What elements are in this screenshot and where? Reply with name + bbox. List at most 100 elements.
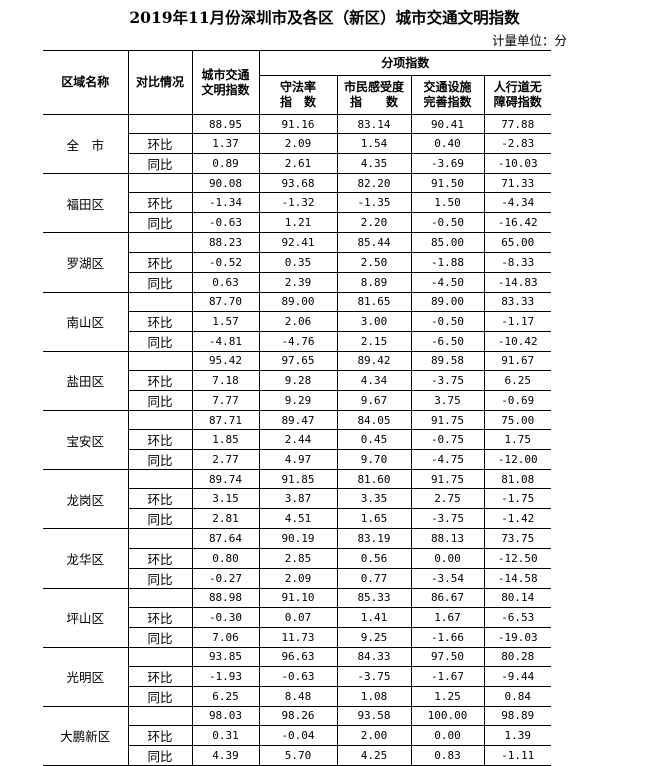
value-cell: 81.60 <box>336 469 412 490</box>
value-cell: -0.04 <box>258 725 338 747</box>
value-cell: 90.41 <box>410 113 485 135</box>
value-cell: 0.89 <box>191 153 260 175</box>
value-cell: 95.42 <box>191 350 260 371</box>
value-cell: -0.30 <box>191 606 260 628</box>
table-row: 环比 1.85 2.44 0.45 -0.75 1.75 <box>43 429 552 451</box>
value-cell: 81.08 <box>483 469 552 490</box>
value-cell: -3.75 <box>410 369 485 391</box>
value-cell: 7.77 <box>191 389 260 411</box>
value-cell: 9.70 <box>336 449 412 471</box>
table-row: 同比 0.63 2.39 8.89 -4.50 -14.83 <box>43 271 552 293</box>
value-cell: 1.25 <box>410 685 485 707</box>
header-region: 区域名称 <box>43 50 129 115</box>
region-name: 全 市 <box>43 113 129 175</box>
value-cell: 1.37 <box>191 133 260 155</box>
value-cell: -0.63 <box>258 665 338 687</box>
comparison-label: 同比 <box>128 212 193 234</box>
table-row: 福田区 90.08 93.68 82.20 91.50 71.33 <box>43 173 552 234</box>
value-cell: 2.75 <box>410 488 485 510</box>
value-cell: 84.05 <box>336 409 412 431</box>
comparison-label: 环比 <box>128 310 193 332</box>
value-cell: -16.42 <box>483 212 552 234</box>
value-cell: 9.29 <box>258 389 338 411</box>
value-cell: 98.03 <box>191 705 260 727</box>
comparison-label: 环比 <box>128 665 193 687</box>
value-cell: -1.75 <box>483 488 552 510</box>
table-row: 同比 0.89 2.61 4.35 -3.69 -10.03 <box>43 153 552 175</box>
header-law-compliance: 守法率指 数 <box>259 75 338 115</box>
value-cell: -4.76 <box>258 330 338 352</box>
region-name: 福田区 <box>43 173 129 234</box>
header-overall: 城市交通文明指数 <box>191 50 260 115</box>
table-row: 宝安区 87.71 89.47 84.05 91.75 75.00 <box>43 409 552 471</box>
value-cell: 2.39 <box>258 271 338 293</box>
value-cell: 1.21 <box>258 212 338 234</box>
value-cell: -9.44 <box>483 665 552 687</box>
value-cell: -1.88 <box>410 251 485 273</box>
value-cell: 89.00 <box>410 291 485 312</box>
value-cell: 96.63 <box>258 646 338 667</box>
value-cell: 7.18 <box>191 369 260 391</box>
value-cell: -1.34 <box>191 192 260 214</box>
value-cell: 4.25 <box>336 745 412 766</box>
value-cell: 2.44 <box>258 429 338 451</box>
value-cell: 89.00 <box>258 291 338 312</box>
value-cell: 8.48 <box>258 685 338 707</box>
value-cell: 1.67 <box>410 606 485 628</box>
value-cell: -14.58 <box>483 567 552 589</box>
value-cell: -1.66 <box>410 626 485 648</box>
header-citizen-perception: 市民感受度指 数 <box>336 75 412 115</box>
comparison-label: 同比 <box>128 685 193 707</box>
value-cell: 8.89 <box>336 271 412 293</box>
header-comparison: 对比情况 <box>127 50 193 115</box>
value-cell: 91.50 <box>410 173 485 194</box>
value-cell: 0.00 <box>410 725 485 747</box>
comparison-label: 同比 <box>128 449 193 471</box>
value-cell: 11.73 <box>258 626 338 648</box>
table-row: 同比 6.25 8.48 1.08 1.25 0.84 <box>43 685 552 707</box>
value-cell: -14.83 <box>483 271 552 293</box>
comparison-label <box>127 587 193 608</box>
table-row: 全 市 88.95 91.16 83.14 90.41 77.88 <box>43 113 552 175</box>
value-cell: 83.19 <box>336 528 412 549</box>
value-cell: 77.88 <box>483 113 552 135</box>
table-row: 环比 -1.34 -1.32 -1.35 1.50 -4.34 <box>43 192 552 214</box>
value-cell: -1.35 <box>336 192 412 214</box>
value-cell: 85.33 <box>336 587 412 608</box>
value-cell: 89.47 <box>258 409 338 431</box>
value-cell: 4.35 <box>336 153 412 175</box>
value-cell: 1.54 <box>336 133 412 155</box>
value-cell: -1.42 <box>483 508 552 530</box>
comparison-label <box>127 469 193 490</box>
region-name: 南山区 <box>43 291 129 352</box>
value-cell: 0.00 <box>410 547 485 569</box>
value-cell: -1.32 <box>258 192 338 214</box>
table-row: 大鹏新区 98.03 98.26 93.58 100.00 98.89 <box>43 705 552 766</box>
value-cell: 2.85 <box>258 547 338 569</box>
comparison-label <box>127 528 193 549</box>
table-row: 罗湖区 88.23 92.41 85.44 85.00 65.00 <box>43 232 552 293</box>
value-cell: -1.17 <box>483 310 552 332</box>
value-cell: 1.39 <box>483 725 552 747</box>
value-cell: 1.08 <box>336 685 412 707</box>
value-cell: -2.83 <box>483 133 552 155</box>
value-cell: 3.35 <box>336 488 412 510</box>
value-cell: -19.03 <box>483 626 552 648</box>
value-cell: 88.13 <box>410 528 485 549</box>
value-cell: -3.69 <box>410 153 485 175</box>
value-cell: -0.50 <box>410 212 485 234</box>
table-row: 南山区 87.70 89.00 81.65 89.00 83.33 <box>43 291 552 352</box>
value-cell: 3.15 <box>191 488 260 510</box>
header-sidewalk: 人行道无障碍指数 <box>483 75 552 115</box>
value-cell: 4.39 <box>191 745 260 766</box>
value-cell: -3.75 <box>336 665 412 687</box>
comparison-label: 同比 <box>128 153 193 175</box>
value-cell: -0.27 <box>191 567 260 589</box>
value-cell: 90.08 <box>191 173 260 194</box>
value-cell: 90.19 <box>258 528 338 549</box>
comparison-label <box>127 646 193 667</box>
value-cell: 83.33 <box>483 291 552 312</box>
value-cell: -1.67 <box>410 665 485 687</box>
comparison-label: 环比 <box>128 369 193 391</box>
value-cell: 89.74 <box>191 469 260 490</box>
